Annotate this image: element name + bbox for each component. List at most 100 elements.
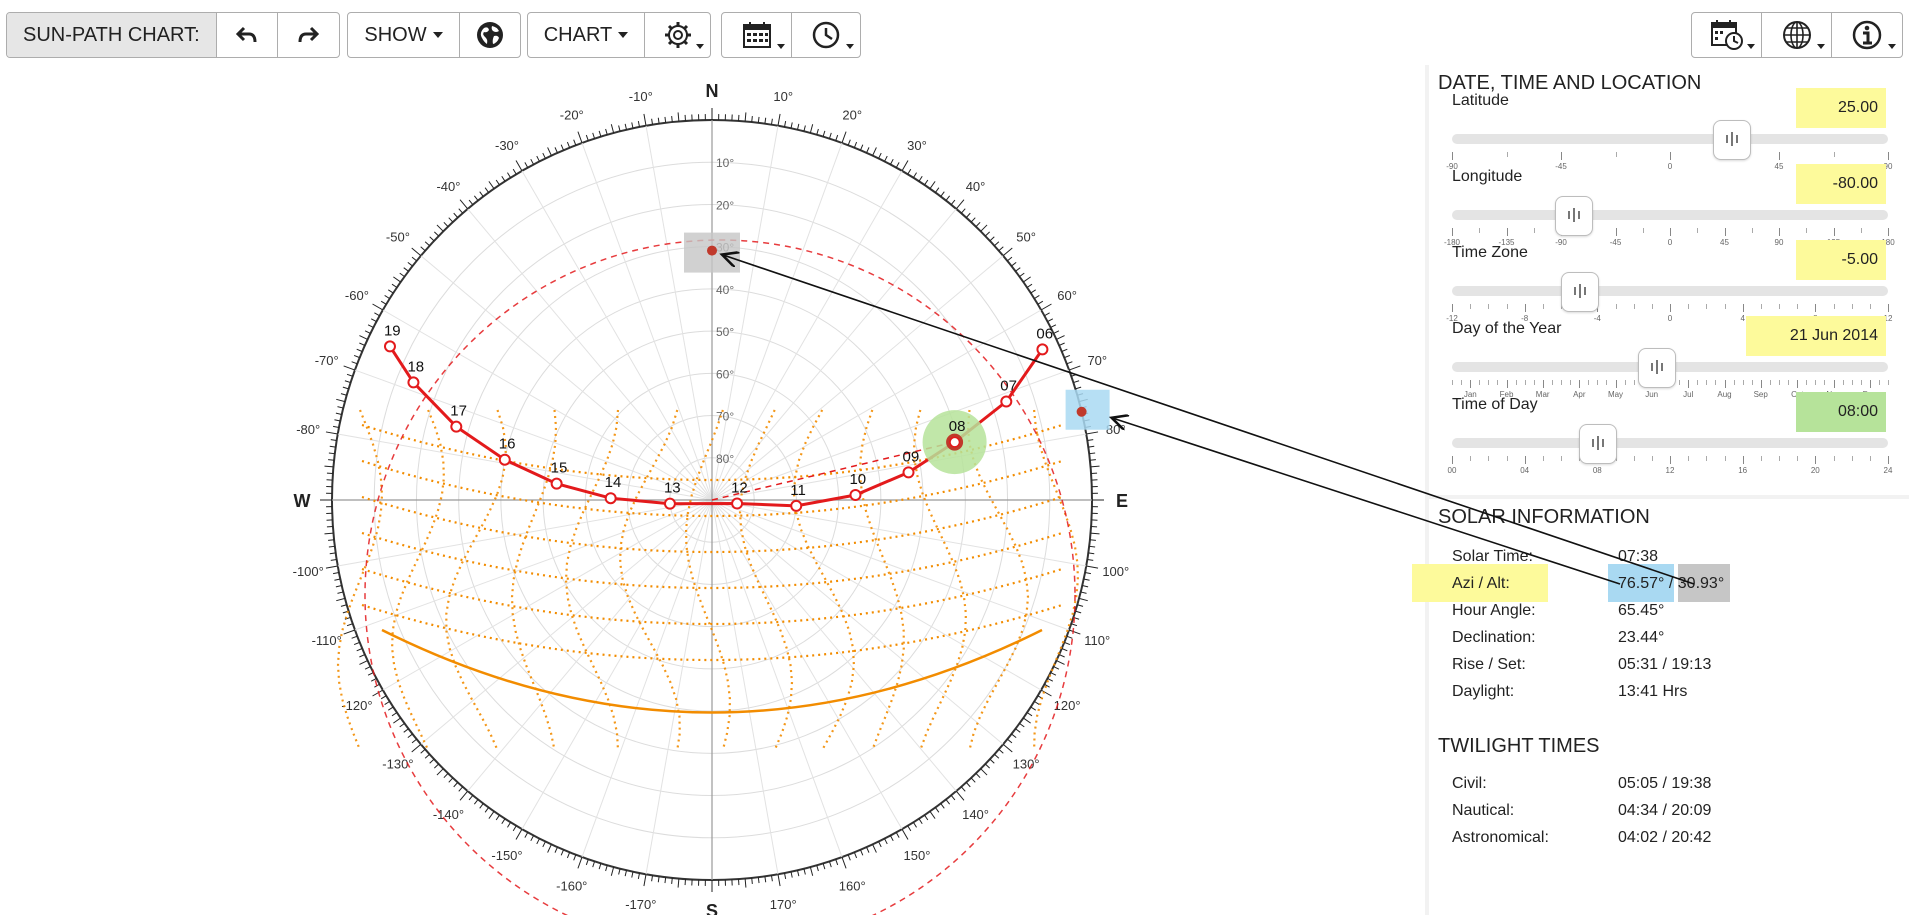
- slider-major-tick: [1615, 380, 1617, 388]
- chart-label: CHART: [543, 23, 613, 46]
- slider-value: 08:00: [1796, 392, 1886, 432]
- compass-tick: [1075, 610, 1082, 614]
- azimuth-label: -110°: [312, 633, 342, 648]
- compass-tick: [1090, 465, 1100, 468]
- azimuth-gridline: [420, 499, 713, 745]
- azimuth-gridline: [645, 499, 713, 875]
- compass-tick: [507, 172, 512, 179]
- slider-track[interactable]: [1452, 286, 1888, 296]
- azimuth-gridline: [521, 499, 713, 830]
- compass-tick: [1015, 728, 1021, 733]
- info-dropdown[interactable]: [1832, 13, 1902, 57]
- dtl-section-title: DATE, TIME AND LOCATION: [1438, 72, 1702, 94]
- slider-value: -5.00: [1796, 240, 1886, 280]
- altitude-label: 20°: [716, 198, 734, 212]
- calendar-dropdown[interactable]: [722, 13, 792, 57]
- compass-tick: [1058, 342, 1065, 346]
- compass-tick: [336, 398, 346, 403]
- slider-tick-label: 0: [1667, 238, 1673, 247]
- slider-handle[interactable]: [1561, 272, 1600, 312]
- compass-tick: [751, 116, 753, 123]
- compass-tick: [872, 147, 877, 156]
- slider-tick: [1760, 456, 1762, 461]
- winter-solstice-path: [381, 628, 1043, 714]
- sun-path-diagram[interactable]: -10° 10° -20° 20° -30° 30° -40° 40° -50° 50° -60° 6…: [0, 70, 1420, 915]
- location-dropdown[interactable]: [1762, 13, 1832, 57]
- compass-tick: [554, 846, 558, 853]
- slider-major-tick: [1779, 228, 1780, 236]
- slider-major-tick: [1670, 228, 1671, 236]
- compass-tick: [847, 139, 851, 146]
- compass-tick: [364, 330, 371, 334]
- compass-tick: [860, 849, 864, 856]
- settings-dropdown[interactable]: [645, 13, 710, 57]
- azimuth-gridline: [521, 170, 713, 501]
- slider-major-tick: [1888, 304, 1889, 312]
- compass-tick: [536, 155, 540, 162]
- compass-tick: [372, 689, 384, 697]
- compass-tick: [994, 753, 1000, 759]
- slider-tick: [1860, 380, 1862, 385]
- azimuth-gridline: [467, 208, 713, 501]
- slider-tick: [1751, 380, 1753, 385]
- chart-dropdown[interactable]: CHART: [528, 13, 645, 57]
- compass-tick: [598, 863, 602, 870]
- slider-tick: [1642, 228, 1644, 233]
- clock-dropdown[interactable]: [792, 13, 860, 57]
- slider-handle[interactable]: [1579, 424, 1618, 464]
- slider-major-tick: [1452, 304, 1453, 312]
- compass-tick: [955, 199, 965, 210]
- compass-tick: [356, 348, 363, 352]
- compass-tick: [344, 380, 351, 384]
- compass-tick: [828, 132, 832, 139]
- grip-icon: [1725, 135, 1728, 143]
- show-label: SHOW: [364, 23, 427, 46]
- globe-button[interactable]: [460, 13, 520, 57]
- slider-tick: [1851, 380, 1853, 385]
- compass-tick: [479, 803, 484, 809]
- slider-tick: [1851, 304, 1853, 309]
- slider-handle[interactable]: [1712, 120, 1751, 160]
- compass-tick: [884, 155, 888, 162]
- compass-tick: [1050, 672, 1057, 676]
- compass-tick: [1075, 386, 1082, 390]
- analemma-curve: [445, 409, 507, 751]
- compass-tick: [918, 176, 923, 182]
- slider-ticks: 00 04 08 12 16 20 24: [1448, 456, 1892, 475]
- compass-tick: [420, 246, 426, 252]
- compass-tick: [424, 753, 430, 759]
- compass-tick: [1077, 604, 1084, 607]
- astronomical-label: Astronomical:: [1452, 829, 1549, 846]
- slider-tick: [1797, 456, 1799, 461]
- compass-tick: [1047, 677, 1054, 682]
- compass-tick: [577, 856, 583, 869]
- compass-tick: [359, 342, 366, 346]
- compass-tick: [340, 393, 347, 396]
- compass-tick: [1061, 348, 1068, 352]
- slider-track[interactable]: [1452, 210, 1888, 220]
- compass-tick: [536, 838, 540, 845]
- compass-tick: [411, 247, 422, 257]
- compass-tick: [940, 191, 945, 197]
- slider-handle[interactable]: [1555, 196, 1594, 236]
- compass-tick: [332, 425, 340, 428]
- compass-tick: [895, 832, 900, 838]
- compass-tick: [530, 158, 535, 165]
- compass-tick: [344, 616, 351, 620]
- compass-tick: [878, 152, 882, 159]
- compass-tick: [367, 672, 374, 676]
- compass-tick: [507, 821, 512, 828]
- compass-tick: [334, 578, 341, 581]
- slider-tick-label: 45: [1774, 162, 1784, 171]
- show-dropdown[interactable]: SHOW: [348, 13, 460, 57]
- date-time-dropdown[interactable]: [1692, 13, 1762, 57]
- slider-track[interactable]: [1452, 134, 1888, 144]
- redo-button[interactable]: [278, 13, 339, 57]
- undo-button[interactable]: [217, 13, 278, 57]
- slider-tick: [1561, 456, 1562, 461]
- grip-icon: [1573, 208, 1576, 222]
- slider-major-tick: [1470, 380, 1472, 388]
- slider-track[interactable]: [1452, 438, 1888, 448]
- sun-path-chart[interactable]: -10° 10° -20° 20° -30° 30° -40° 40° -50° 50° -60° 6…: [0, 70, 1420, 915]
- slider-handle[interactable]: [1638, 348, 1677, 388]
